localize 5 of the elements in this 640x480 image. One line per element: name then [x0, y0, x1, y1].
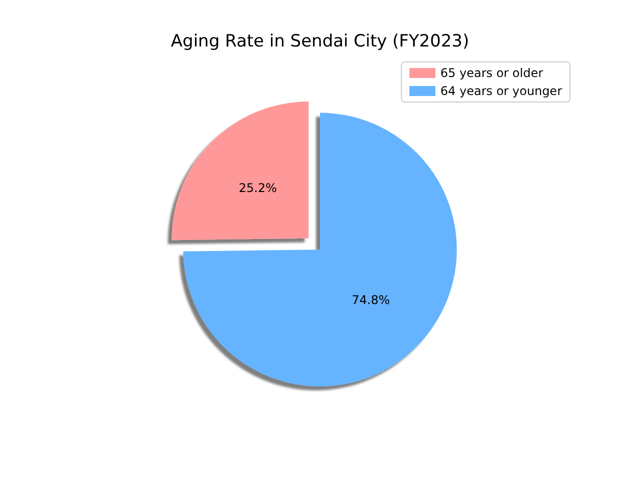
- legend-label: 64 years or younger: [440, 84, 562, 98]
- legend-label: 65 years or older: [440, 66, 544, 80]
- chart-title: Aging Rate in Sendai City (FY2023): [170, 32, 470, 52]
- data-label: 74.8%: [352, 292, 390, 307]
- data-label: 25.2%: [238, 181, 277, 196]
